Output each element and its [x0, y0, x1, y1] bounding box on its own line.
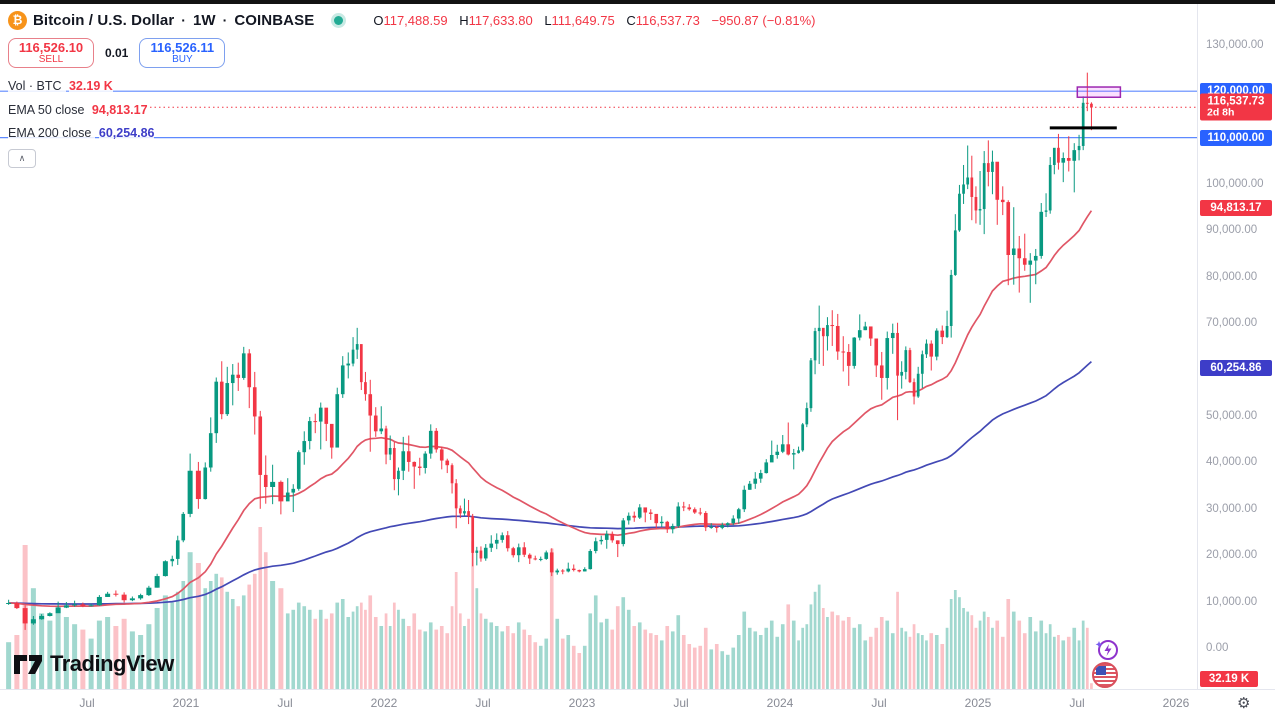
price-axis[interactable]: 130,000.00 100,000.00 90,000.00 80,000.00 70…: [1197, 4, 1275, 689]
market-status-dot[interactable]: [334, 15, 344, 25]
ohlc-readout: O117,488.59 H117,633.80 L111,649.75 C116…: [365, 13, 815, 28]
time-tick-label: 2025: [964, 696, 992, 710]
interval-label[interactable]: 1W: [192, 11, 216, 29]
order-panel: 116,526.10 SELL 0.01 116,526.11 BUY: [8, 38, 226, 68]
price-tick-label: 50,000.00: [1206, 410, 1258, 422]
price-chart-canvas[interactable]: [0, 0, 1197, 716]
price-tick-label: 80,000.00: [1206, 270, 1258, 283]
price-tick-label: 130,000.00: [1206, 38, 1264, 51]
price-tick-label: 90,000.00: [1206, 224, 1258, 237]
us-flag-canton: [1096, 666, 1106, 675]
price-axis-badge: 94,813.17: [1200, 200, 1272, 217]
change-value: −950.87 (−0.81%): [711, 12, 816, 28]
time-tick-label: 2022: [370, 696, 398, 710]
time-tick-label: 2026: [1162, 696, 1190, 710]
time-tick-label: Jul: [1069, 696, 1085, 710]
buy-label: BUY: [172, 53, 193, 65]
price-tick-label: 100,000.00: [1206, 178, 1264, 190]
ai-spark-event-icon[interactable]: [1094, 637, 1119, 662]
title-separator: ·: [222, 12, 228, 28]
high-value: 117,633.80: [468, 12, 533, 28]
high-key: H: [459, 12, 469, 28]
price-tick-label: 20,000.00: [1206, 549, 1258, 562]
buy-button[interactable]: 116,526.11 BUY: [139, 38, 226, 68]
price-tick-label: 40,000.00: [1206, 456, 1258, 469]
ema50-legend-label: EMA 50 close: [8, 103, 89, 117]
exchange-label[interactable]: COINBASE: [234, 11, 315, 29]
legend-collapse-button[interactable]: ∧: [8, 149, 36, 168]
price-tick-label: 0.00: [1206, 642, 1229, 654]
price-tick-label: 10,000.00: [1206, 595, 1258, 608]
price-axis-badge: 110,000.00: [1200, 129, 1272, 146]
tradingview-logo-text: TradingView: [50, 651, 174, 676]
open-value: 117,488.59: [383, 12, 448, 28]
tradingview-watermark: TradingView: [13, 651, 174, 677]
legend-volume-row[interactable]: Vol · BTC 32.19 K: [8, 79, 113, 93]
volume-legend-value: 32.19 K: [68, 79, 113, 93]
time-tick-label: 2021: [172, 696, 200, 710]
time-tick-label: Jul: [277, 696, 293, 710]
sell-label: SELL: [38, 53, 64, 65]
symbol-header: ₿ Bitcoin / U.S. Dollar · 1W · COINBASE …: [8, 9, 816, 31]
time-tick-label: Jul: [475, 696, 491, 710]
ema200-legend-value: 60,254.86: [98, 126, 155, 140]
title-separator: ·: [181, 12, 186, 28]
sell-button[interactable]: 116,526.10 SELL: [8, 38, 94, 68]
time-tick-label: Jul: [673, 696, 689, 710]
volume-legend-label: Vol · BTC: [8, 79, 66, 93]
price-tick-label: 70,000.00: [1206, 317, 1258, 330]
price-tick-label: 30,000.00: [1206, 502, 1258, 515]
time-tick-label: Jul: [871, 696, 887, 710]
low-key: L: [544, 12, 552, 28]
low-value: 111,649.75: [551, 12, 615, 28]
price-axis-badge: 60,254.86: [1200, 360, 1272, 377]
close-key: C: [626, 12, 636, 28]
bitcoin-icon: ₿: [8, 10, 27, 30]
chart-settings-gear-icon[interactable]: ⚙: [1237, 695, 1251, 712]
symbol-title[interactable]: Bitcoin / U.S. Dollar: [33, 11, 175, 29]
sell-price: 116,526.10: [18, 39, 84, 55]
time-tick-label: 2023: [568, 696, 596, 710]
ema50-legend-value: 94,813.17: [91, 103, 148, 117]
us-economic-event-icon[interactable]: [1092, 662, 1118, 688]
legend-ema200-row[interactable]: EMA 200 close 60,254.86: [8, 126, 155, 140]
close-value: 116,537.73: [635, 12, 700, 28]
tradingview-logo-icon: [14, 655, 42, 674]
open-key: O: [373, 12, 384, 28]
volume-axis-badge: 32.19 K: [1200, 671, 1258, 687]
buy-price: 116,526.11: [150, 39, 215, 55]
legend-ema50-row[interactable]: EMA 50 close 94,813.17: [8, 103, 148, 117]
window-top-edge: [0, 0, 1275, 4]
ema200-legend-label: EMA 200 close: [8, 126, 96, 140]
time-tick-label: Jul: [79, 696, 95, 710]
time-tick-label: 2024: [766, 696, 794, 710]
price-axis-badge: 116,537.73 2d 8h: [1200, 93, 1272, 121]
time-axis[interactable]: Jul 2021 Jul 2022 Jul 2023 Jul 2024 Jul 2025 Jul 20…: [0, 689, 1275, 716]
spread-value: 0.01: [105, 46, 129, 60]
